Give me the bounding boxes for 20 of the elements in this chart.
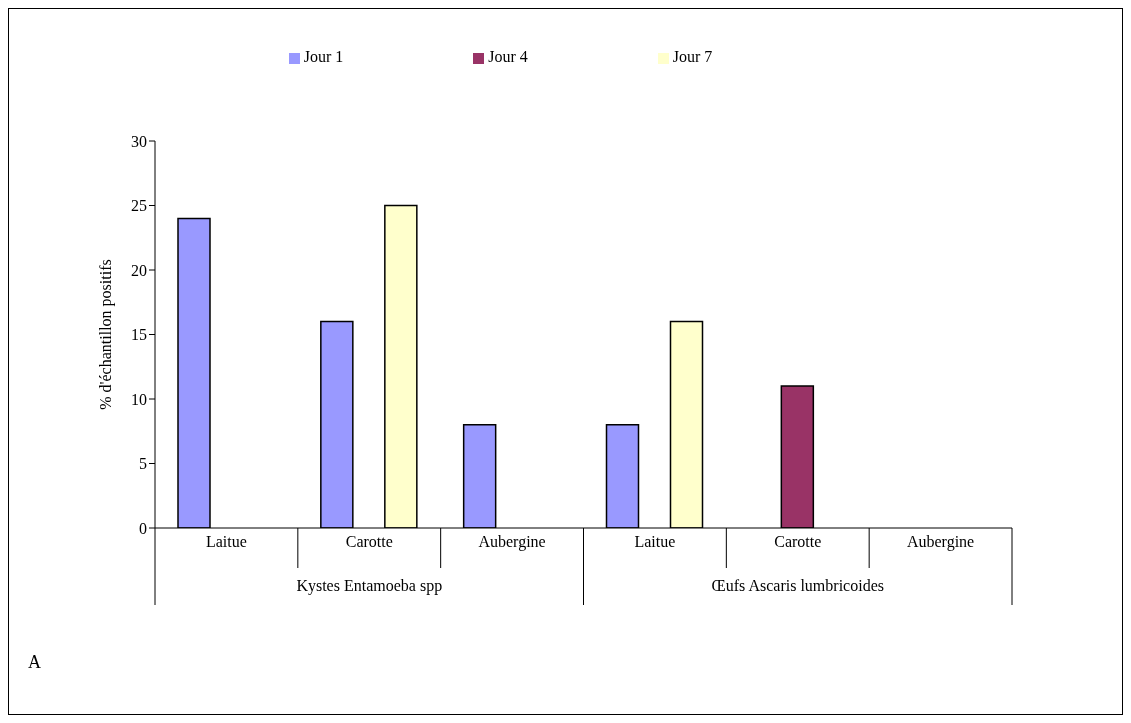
x-tick-label: Aubergine	[478, 533, 546, 552]
y-tick-label: 15	[131, 326, 147, 344]
text: Kystes Entamoeba spp	[296, 577, 443, 595]
y-tick-label: 10	[131, 390, 147, 408]
legend-label: Jour 7	[672, 48, 713, 65]
x-tick-label: Laitue	[205, 533, 247, 551]
legend-label: Jour 4	[488, 48, 528, 65]
text: A	[28, 652, 41, 672]
y-axis-title: % d'échantillon positifs	[96, 259, 115, 410]
legend-label: Jour 1	[303, 48, 344, 65]
x-tick-label: Laitue	[634, 533, 676, 551]
text: Œufs Ascaris lumbricoides	[711, 577, 884, 594]
y-tick-label: 25	[131, 197, 147, 215]
x-tick-label: Carotte	[774, 533, 822, 551]
x-tick-label: Carotte	[345, 533, 393, 551]
y-tick-label: 5	[139, 455, 147, 473]
y-tick-label: 30	[131, 132, 147, 150]
y-tick-label: 20	[131, 261, 147, 279]
x-tick-label: Aubergine	[906, 533, 975, 552]
y-tick-label: 0	[139, 519, 147, 537]
